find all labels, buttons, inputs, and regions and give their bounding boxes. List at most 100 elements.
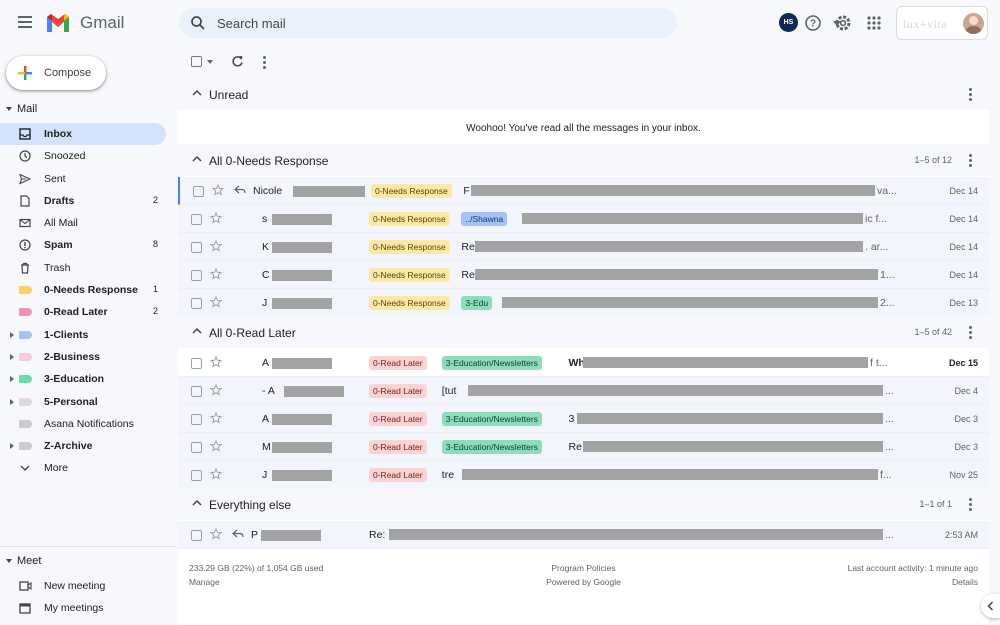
account-badge[interactable]: HS xyxy=(779,13,798,32)
chevron-up-icon[interactable] xyxy=(192,155,202,163)
label-chip[interactable]: ../Shawna xyxy=(461,212,508,226)
search-options-icon[interactable] xyxy=(833,21,841,26)
section-needs-response[interactable]: All 0-Needs Response 1–5 of 12 xyxy=(178,144,989,176)
manage-storage-link[interactable]: Manage xyxy=(189,577,220,587)
star-icon[interactable] xyxy=(209,383,223,399)
table-row[interactable]: J 0-Read Later tre f... Nov 25 xyxy=(178,461,989,489)
apps-grid-icon[interactable] xyxy=(864,13,884,33)
my-meetings-item[interactable]: My meetings xyxy=(0,597,175,619)
label-chip[interactable]: 0-Read Later xyxy=(369,440,427,454)
sidebar-item-spam[interactable]: Spam 8 xyxy=(0,234,166,256)
label-chip[interactable]: 0-Needs Response xyxy=(371,184,452,198)
main-menu-icon[interactable] xyxy=(18,16,32,28)
row-checkbox[interactable] xyxy=(191,414,202,425)
section-everything-else[interactable]: Everything else 1–1 of 1 xyxy=(178,488,989,520)
search-input[interactable] xyxy=(217,15,617,31)
help-icon[interactable]: ? xyxy=(803,13,823,33)
table-row[interactable]: A 0-Read Later 3-Education/Newsletters 3...… xyxy=(178,405,989,433)
table-row[interactable]: P Re:... 2:53 AM xyxy=(178,521,989,549)
table-row[interactable]: - A 0-Read Later [tut... Dec 4 xyxy=(178,377,989,405)
row-checkbox[interactable] xyxy=(191,214,202,225)
sidebar-item-inbox[interactable]: Inbox xyxy=(0,123,166,146)
table-row[interactable]: J 0-Needs Response 3-Edu 2... Dec 13 xyxy=(178,289,989,317)
star-icon[interactable] xyxy=(209,211,223,227)
row-checkbox[interactable] xyxy=(191,530,202,541)
row-checkbox[interactable] xyxy=(191,270,202,281)
meet-section-toggle[interactable]: Meet xyxy=(6,555,41,567)
table-row[interactable]: A 0-Read Later 3-Education/Newsletters Wh f … xyxy=(178,349,989,377)
row-checkbox[interactable] xyxy=(191,386,202,397)
expand-icon[interactable] xyxy=(10,331,14,338)
chevron-up-icon[interactable] xyxy=(192,89,202,97)
star-icon[interactable] xyxy=(209,527,223,543)
expand-icon[interactable] xyxy=(10,353,14,360)
sidebar-item-z-archive[interactable]: Z-Archive xyxy=(0,435,166,457)
table-row[interactable]: M 0-Read Later 3-Education/Newsletters Re..… xyxy=(178,433,989,461)
section-read-later[interactable]: All 0-Read Later 1–5 of 42 xyxy=(178,316,989,348)
star-icon[interactable] xyxy=(209,239,223,255)
star-icon[interactable] xyxy=(209,267,223,283)
sidebar-item-5-personal[interactable]: 5-Personal xyxy=(0,391,166,413)
sidebar-item-sent[interactable]: Sent xyxy=(0,168,166,190)
chevron-up-icon[interactable] xyxy=(192,499,202,507)
more-actions-icon[interactable] xyxy=(263,56,266,69)
search-icon[interactable] xyxy=(190,15,206,31)
label-chip[interactable]: 3-Edu xyxy=(461,296,493,310)
refresh-icon[interactable] xyxy=(231,55,244,68)
program-policies-link[interactable]: Program Policies xyxy=(551,563,616,573)
star-icon[interactable] xyxy=(209,411,223,427)
section-options-icon[interactable] xyxy=(969,326,972,339)
label-chip[interactable]: 0-Read Later xyxy=(369,356,427,370)
sidebar-item-snoozed[interactable]: Snoozed xyxy=(0,145,166,167)
sidebar-item-trash[interactable]: Trash xyxy=(0,257,166,279)
sidebar-item-0-read-later[interactable]: 0-Read Later 2 xyxy=(0,301,166,323)
label-chip[interactable]: 0-Read Later xyxy=(369,468,427,482)
expand-icon[interactable] xyxy=(10,376,14,383)
expand-icon[interactable] xyxy=(10,398,14,405)
star-icon[interactable] xyxy=(209,439,223,455)
label-chip[interactable]: 0-Read Later xyxy=(369,384,427,398)
new-meeting-item[interactable]: New meeting xyxy=(0,575,175,597)
row-checkbox[interactable] xyxy=(191,358,202,369)
star-icon[interactable] xyxy=(209,355,223,371)
star-icon[interactable] xyxy=(209,295,223,311)
sidebar-item-1-clients[interactable]: 1-Clients xyxy=(0,324,166,346)
select-menu-icon[interactable] xyxy=(207,60,213,64)
section-options-icon[interactable] xyxy=(969,154,972,167)
sidebar-item-3-education[interactable]: 3-Education xyxy=(0,368,166,390)
sidebar-item-0-needs-response[interactable]: 0-Needs Response 1 xyxy=(0,279,166,301)
side-panel-toggle[interactable] xyxy=(981,594,1000,618)
settings-icon[interactable] xyxy=(833,13,853,33)
label-chip[interactable]: 0-Needs Response xyxy=(369,268,450,282)
label-chip[interactable]: 3-Education/Newsletters xyxy=(441,356,542,370)
row-checkbox[interactable] xyxy=(191,470,202,481)
star-icon[interactable] xyxy=(211,183,225,199)
mail-section-toggle[interactable]: Mail xyxy=(6,103,37,115)
sidebar-item-more[interactable]: More xyxy=(0,457,166,479)
table-row[interactable]: C 0-Needs Response Re 1... Dec 14 xyxy=(178,261,989,289)
row-checkbox[interactable] xyxy=(191,242,202,253)
section-options-icon[interactable] xyxy=(969,498,972,511)
label-chip[interactable]: 0-Needs Response xyxy=(369,240,450,254)
compose-button[interactable]: Compose xyxy=(6,56,106,90)
sidebar-item-asana-notifications[interactable]: Asana Notifications xyxy=(0,413,166,435)
label-chip[interactable]: 0-Read Later xyxy=(369,412,427,426)
sidebar-item-drafts[interactable]: Drafts 2 xyxy=(0,190,166,212)
row-checkbox[interactable] xyxy=(193,186,204,197)
account-switcher[interactable]: lux+vita xyxy=(896,6,988,40)
expand-icon[interactable] xyxy=(10,443,14,450)
table-row[interactable]: K 0-Needs Response Re . ar... Dec 14 xyxy=(178,233,989,261)
row-checkbox[interactable] xyxy=(191,298,202,309)
sidebar-item-all-mail[interactable]: All Mail xyxy=(0,212,166,234)
label-chip[interactable]: 3-Education/Newsletters xyxy=(441,440,542,454)
select-all-checkbox[interactable] xyxy=(191,56,202,67)
row-checkbox[interactable] xyxy=(191,442,202,453)
details-link[interactable]: Details xyxy=(952,577,978,587)
section-options-icon[interactable] xyxy=(969,88,972,101)
sidebar-item-2-business[interactable]: 2-Business xyxy=(0,346,166,368)
label-chip[interactable]: 0-Needs Response xyxy=(369,296,450,310)
star-icon[interactable] xyxy=(209,467,223,483)
section-unread[interactable]: Unread xyxy=(178,78,989,110)
chevron-up-icon[interactable] xyxy=(192,327,202,335)
